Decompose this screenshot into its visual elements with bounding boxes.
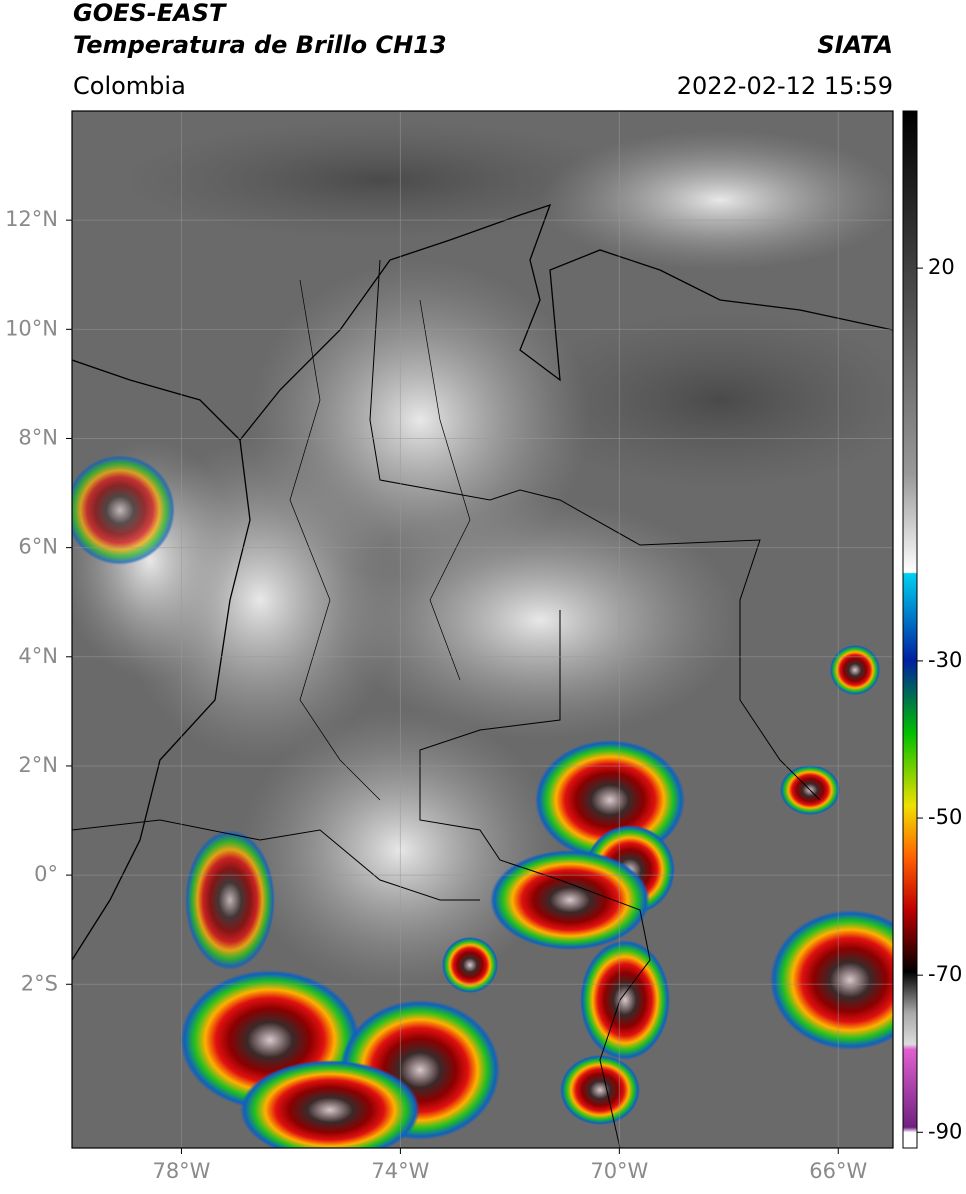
x-tick-label: 74°W [371,1159,429,1183]
y-tick-label: 4°N [18,644,58,668]
colorbar-tick-label: -50 [928,805,962,829]
datetime: 2022-02-12 15:59 [677,72,893,100]
y-tick-label: 10°N [5,316,58,340]
title: GOES-EAST [73,0,227,27]
y-tick-label: 12°N [5,207,58,231]
y-tick-label: 0° [34,862,58,886]
source: SIATA [817,31,893,59]
x-tick-label: 70°W [590,1159,648,1183]
colorbar-tick-label: -70 [928,962,962,986]
y-tick-label: 8°N [18,425,58,449]
subtitle: Temperatura de Brillo CH13 [73,31,447,59]
satellite-image [72,111,893,1148]
colorbar [902,110,918,1149]
y-tick-label: 6°N [18,535,58,559]
grid [72,111,893,1148]
y-tick-label: 2°N [18,753,58,777]
colorbar-tick-label: -90 [928,1119,962,1143]
colorbar-tick-label: -30 [928,648,962,672]
x-tick-label: 78°W [152,1159,210,1183]
colorbar-tick-label: 20 [928,255,955,279]
region: Colombia [73,72,186,100]
map-frame [71,110,894,1149]
x-tick-label: 66°W [809,1159,867,1183]
y-tick-label: 2°S [21,971,58,995]
